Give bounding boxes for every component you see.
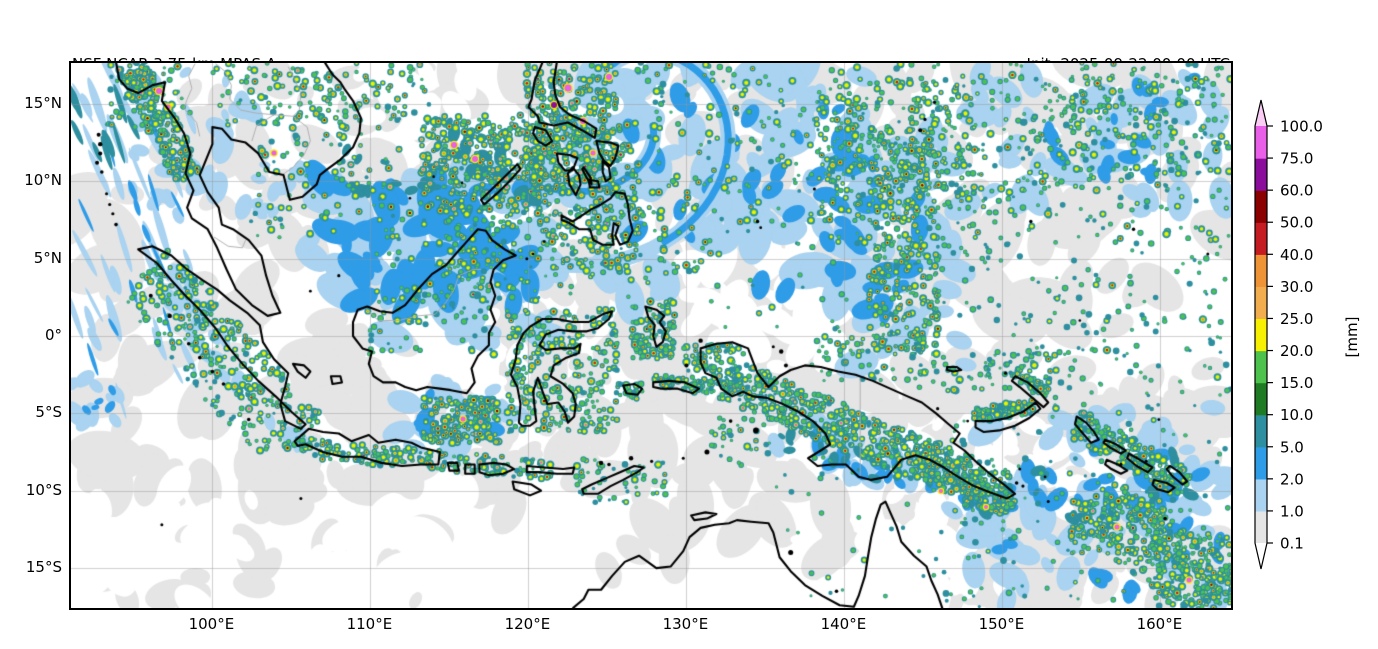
y-tick-label: 15°S xyxy=(25,558,62,577)
x-tick-label: 120°E xyxy=(504,615,551,633)
colorbar-segment xyxy=(1255,318,1267,352)
x-tick-label: 160°E xyxy=(1136,615,1183,633)
colorbar-tick-label: 25.0 xyxy=(1280,310,1313,328)
colorbar-tick-label: 40.0 xyxy=(1280,246,1313,264)
colorbar-tick-label: 100.0 xyxy=(1280,117,1323,135)
y-tick-label: 15°N xyxy=(24,93,62,112)
colorbar-tick-label: 75.0 xyxy=(1280,150,1313,168)
map-frame xyxy=(69,61,1233,610)
y-tick-label: 5°N xyxy=(33,248,62,267)
colorbar-tick-label: 0.1 xyxy=(1280,535,1304,553)
colorbar-segment xyxy=(1255,254,1267,287)
colorbar-segment xyxy=(1255,158,1267,191)
colorbar-tick-label: 2.0 xyxy=(1280,470,1304,488)
x-tick-label: 150°E xyxy=(978,615,1025,633)
colorbar-tick-label: 50.0 xyxy=(1280,214,1313,232)
precipitation-map xyxy=(71,63,1231,608)
colorbar-tick-label: 60.0 xyxy=(1280,182,1313,200)
colorbar-tick-label: 15.0 xyxy=(1280,374,1313,392)
colorbar-tick-label: 20.0 xyxy=(1280,342,1313,360)
y-tick-label: 0° xyxy=(44,326,62,344)
colorbar-over-arrow xyxy=(1255,100,1267,126)
colorbar-tick-label: 10.0 xyxy=(1280,406,1313,424)
colorbar-segment xyxy=(1255,382,1267,416)
colorbar-segment xyxy=(1255,286,1267,320)
colorbar-under-arrow xyxy=(1255,543,1267,569)
x-tick-label: 100°E xyxy=(188,615,235,633)
x-tick-label: 140°E xyxy=(820,615,867,633)
colorbar-tick-label: 30.0 xyxy=(1280,278,1313,296)
colorbar-segment xyxy=(1255,446,1267,480)
colorbar: 0.1 1.0 2.0 5.0 10.0 15.0 20.0 25.0 30.0 40.0 50.0… xyxy=(1254,99,1323,570)
x-tick-label: 130°E xyxy=(662,615,709,633)
colorbar-segment xyxy=(1255,190,1267,223)
y-tick-label: 5°S xyxy=(35,403,62,422)
colorbar-tick-label: 1.0 xyxy=(1280,502,1304,520)
y-tick-label: 10°S xyxy=(25,480,62,499)
colorbar-segment xyxy=(1255,478,1267,512)
colorbar-segment xyxy=(1255,414,1267,448)
colorbar-segment xyxy=(1255,125,1267,159)
colorbar-tick-label: 5.0 xyxy=(1280,438,1304,456)
colorbar-segment xyxy=(1255,222,1267,255)
colorbar-segment xyxy=(1255,350,1267,384)
x-tick-label: 110°E xyxy=(346,615,393,633)
y-tick-label: 10°N xyxy=(24,171,62,190)
colorbar-segment xyxy=(1255,510,1267,544)
colorbar-units-label: [mm] xyxy=(1343,316,1361,358)
